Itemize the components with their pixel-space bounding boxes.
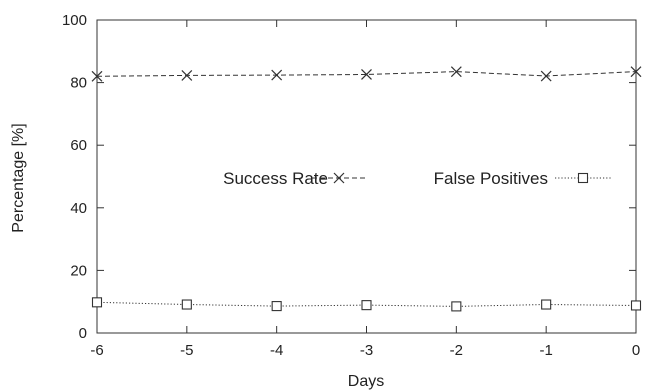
legend-marker	[577, 172, 589, 184]
marker-stroke	[450, 66, 462, 78]
marker-stroke	[91, 70, 103, 82]
x-tick-label: -1	[539, 342, 552, 359]
x-tick-label: -6	[90, 342, 103, 359]
marker-stroke	[540, 70, 552, 82]
plot-area-border	[96, 19, 637, 334]
data-point	[450, 66, 462, 78]
x-axis-label: Days	[348, 373, 384, 390]
y-tick-label: 60	[70, 137, 87, 154]
x-tick-label: 0	[632, 342, 640, 359]
legend-item: Success Rate	[223, 169, 366, 188]
marker-stroke	[630, 66, 642, 78]
data-point	[271, 301, 282, 312]
legend-marker	[333, 172, 345, 184]
data-point	[451, 301, 462, 312]
data-point	[630, 66, 642, 78]
y-tick-label: 40	[70, 200, 87, 217]
y-tick-label: 100	[62, 12, 87, 29]
x-tick-label: -5	[180, 342, 193, 359]
series-layer	[91, 66, 642, 312]
legend: Success Rate False Positives	[223, 169, 611, 188]
y-tick-label: 20	[70, 262, 87, 279]
marker-stroke	[333, 172, 345, 184]
data-point	[181, 69, 193, 81]
data-point	[361, 300, 372, 311]
marker-stroke	[271, 69, 283, 81]
data-point	[181, 299, 192, 310]
data-point	[271, 69, 283, 81]
plot-frame	[96, 19, 637, 334]
x-axis-ticks: -6 -5 -4 -3 -2 -1 0	[90, 20, 640, 359]
data-point	[91, 297, 103, 308]
x-tick-label: -2	[450, 342, 463, 359]
legend-label: Success Rate	[223, 169, 328, 188]
marker-stroke	[361, 69, 372, 80]
x-tick-label: -3	[360, 342, 373, 359]
y-axis-ticks: 0 20 40 60 80 100	[62, 12, 636, 342]
data-point	[361, 69, 372, 80]
series-false-positives	[91, 297, 642, 312]
y-axis-label: Percentage [%]	[10, 123, 27, 232]
data-point	[540, 70, 552, 82]
y-tick-label: 80	[70, 75, 87, 92]
legend-label: False Positives	[434, 169, 548, 188]
marker-stroke	[181, 69, 193, 81]
series-success-rate	[91, 66, 642, 82]
data-point	[630, 300, 642, 311]
y-tick-label: 0	[79, 325, 87, 342]
x-tick-label: -4	[270, 342, 283, 359]
legend-item: False Positives	[434, 169, 611, 188]
data-point	[541, 299, 552, 310]
data-point	[91, 70, 103, 82]
